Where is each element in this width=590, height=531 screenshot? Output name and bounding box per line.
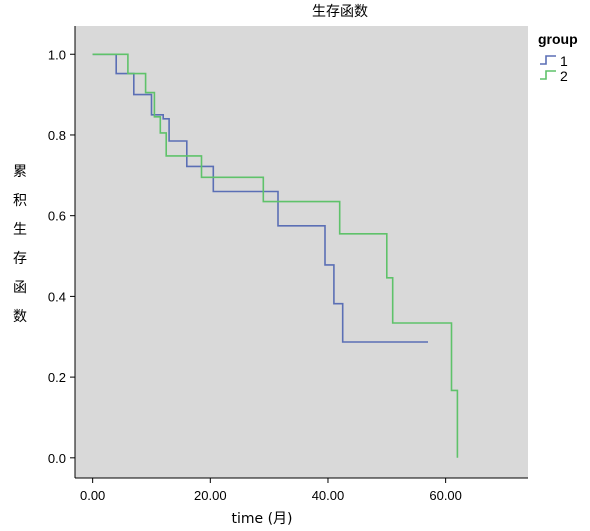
x-tick-label: 40.00	[312, 488, 345, 503]
legend-swatch-2	[540, 70, 556, 80]
series-layer	[92, 53, 459, 458]
legend-title: group	[538, 31, 578, 47]
y-axis-label-char: 存	[13, 251, 27, 267]
legend: group 12	[538, 31, 578, 84]
y-axis-label-char: 累	[13, 164, 27, 180]
y-tick-label: 0.6	[48, 209, 66, 224]
y-tick-label: 1.0	[48, 47, 66, 62]
y-axis-label-char: 积	[13, 193, 27, 209]
y-tick-label: 0.8	[48, 128, 66, 143]
chart-title: 生存函数	[312, 4, 368, 20]
y-axis-label-char: 数	[13, 309, 27, 325]
legend-label-1: 1	[560, 53, 568, 69]
y-tick-label: 0.4	[48, 289, 66, 304]
y-tick-label: 0.0	[48, 451, 66, 466]
y-axis-label-char: 生	[13, 222, 27, 238]
series-line-1	[92, 53, 428, 343]
ticks-layer: 0.0 0.2 0.4 0.6 0.8 1.0 0.00 20.00 40.00 60.00	[48, 47, 462, 503]
legend-swatch-1	[540, 55, 556, 65]
x-axis-label: time (月)	[231, 511, 292, 527]
x-tick-label: 60.00	[429, 488, 462, 503]
series-line-2	[92, 53, 459, 458]
legend-label-2: 2	[560, 68, 568, 84]
y-tick-label: 0.2	[48, 370, 66, 385]
x-tick-label: 20.00	[194, 488, 227, 503]
plot-background	[75, 26, 528, 478]
axes-layer	[74, 26, 528, 479]
x-tick-label: 0.00	[80, 488, 105, 503]
y-axis-label-char: 函	[13, 280, 27, 296]
